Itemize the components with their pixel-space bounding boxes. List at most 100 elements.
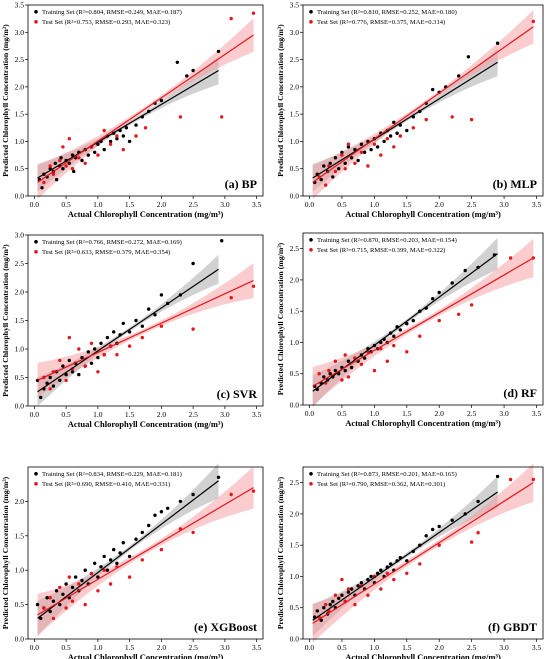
panel-label: (b) MLP <box>493 177 537 191</box>
test-legend-label: Test Set (R²=0.790, RMSE=0.362, MAE=0.30… <box>317 481 445 488</box>
train-point <box>115 137 119 141</box>
test-point <box>67 335 72 340</box>
test-point <box>385 359 389 363</box>
train-point <box>359 142 364 146</box>
test-legend-marker <box>309 248 313 252</box>
test-point <box>418 562 422 566</box>
test-point <box>108 142 113 146</box>
train-legend-label: Training Set (R²=0.766, RMSE=0.272, MAE=… <box>42 239 182 246</box>
x-tick-label: 0.5 <box>337 200 347 209</box>
x-tick-label: 2.5 <box>467 643 477 652</box>
test-point <box>405 571 409 575</box>
x-tick-label: 2.5 <box>188 200 198 209</box>
panel-label: (d) RF <box>503 386 537 400</box>
x-tick-label: 2.5 <box>188 410 198 419</box>
x-tick-label: 3.0 <box>499 409 509 418</box>
test-point <box>229 492 233 497</box>
train-point <box>86 350 91 354</box>
train-point <box>112 330 116 334</box>
test-point <box>324 602 328 607</box>
train-point <box>61 592 65 596</box>
train-point <box>379 568 383 572</box>
test-point <box>450 115 454 119</box>
test-point <box>333 169 338 174</box>
x-axis-label: Actual Chlorophyll Concentration (mg/m³) <box>345 418 501 428</box>
train-point <box>466 55 471 59</box>
plot-frame <box>302 466 544 640</box>
train-point <box>322 375 326 379</box>
train-point <box>99 341 103 345</box>
train-point <box>405 322 409 326</box>
x-axis-label: Actual Chlorophyll Concentration (mg/m³) <box>68 652 224 659</box>
train-point <box>80 355 84 360</box>
test-point <box>58 585 62 590</box>
train-point <box>40 186 44 190</box>
plot-frame <box>27 4 264 197</box>
test-point <box>108 582 113 586</box>
x-axis-label: Actual Chlorophyll Concentration (mg/m³) <box>68 209 224 219</box>
train-point <box>67 161 72 165</box>
test-point <box>324 183 328 187</box>
train-point <box>80 578 84 583</box>
x-tick-label: 1.5 <box>402 643 412 652</box>
train-point <box>392 120 396 125</box>
train-point <box>51 384 56 388</box>
test-legend-label: Test Set (R²=0.633, RMSE=0.379, MAE=0.35… <box>42 249 170 256</box>
test-regression-line <box>37 34 254 183</box>
y-tick-label: 2.0 <box>290 275 300 284</box>
train-point <box>159 98 164 103</box>
train-point <box>96 575 100 579</box>
x-tick-label: 3.0 <box>220 643 230 652</box>
train-point <box>45 596 49 600</box>
test-point <box>83 602 87 607</box>
y-tick-label: 1.0 <box>290 572 300 581</box>
train-point <box>346 590 351 594</box>
train-point <box>437 524 441 529</box>
train-point <box>112 547 116 552</box>
train-regression-line <box>37 480 219 619</box>
test-point <box>58 158 62 163</box>
y-tick-label: 0.0 <box>15 402 25 411</box>
chart-panel-4: 0.0 0.5 1.0 1.5 2.0 2.5 3.0 3.5 0.0 0.5 1.0 1.5 2.0 2… <box>276 232 544 428</box>
train-point <box>424 534 428 538</box>
test-point <box>64 606 68 610</box>
train-point <box>431 297 435 301</box>
test-point <box>340 153 344 157</box>
y-tick-label: 0.0 <box>15 635 25 644</box>
test-point <box>469 117 474 122</box>
test-regression-line <box>312 26 534 183</box>
train-point <box>105 335 110 340</box>
train-legend-marker <box>309 472 313 476</box>
test-point <box>251 489 256 493</box>
x-tick-label: 3.0 <box>499 200 509 209</box>
y-tick-label: 3.5 <box>290 1 300 10</box>
test-point <box>343 167 347 171</box>
x-tick-label: 1.0 <box>370 643 380 652</box>
y-tick-label: 0.5 <box>290 369 300 378</box>
test-point <box>359 362 364 366</box>
test-regression-line <box>37 280 254 381</box>
test-legend-label: Test Set (R²=0.715, RMSE=0.399, MAE=0.32… <box>317 247 445 254</box>
train-point <box>216 475 221 479</box>
x-tick-label: 0.5 <box>337 643 347 652</box>
train-point <box>61 167 65 171</box>
y-tick-label: 0.0 <box>290 192 300 201</box>
test-legend-marker <box>34 250 38 254</box>
x-axis-label: Actual Chlorophyll Concentration (mg/m³) <box>345 652 501 659</box>
test-point <box>229 296 233 300</box>
y-axis-label: Predicted Chlorophyll Concentration (mg/… <box>276 242 285 395</box>
x-tick-label: 3.5 <box>252 643 262 652</box>
x-tick-label: 1.0 <box>370 200 380 209</box>
train-point <box>134 537 138 541</box>
train-point <box>369 147 373 152</box>
train-point <box>315 609 319 613</box>
x-tick-label: 0.0 <box>30 200 40 209</box>
x-axis-label: Actual Chlorophyll Concentration (mg/m³) <box>68 419 224 429</box>
test-point <box>385 571 389 575</box>
test-point <box>327 368 331 373</box>
test-point <box>89 341 94 345</box>
test-point <box>353 602 357 607</box>
train-point <box>343 161 347 165</box>
test-point <box>385 137 389 141</box>
x-tick-label: 0.5 <box>61 200 71 209</box>
